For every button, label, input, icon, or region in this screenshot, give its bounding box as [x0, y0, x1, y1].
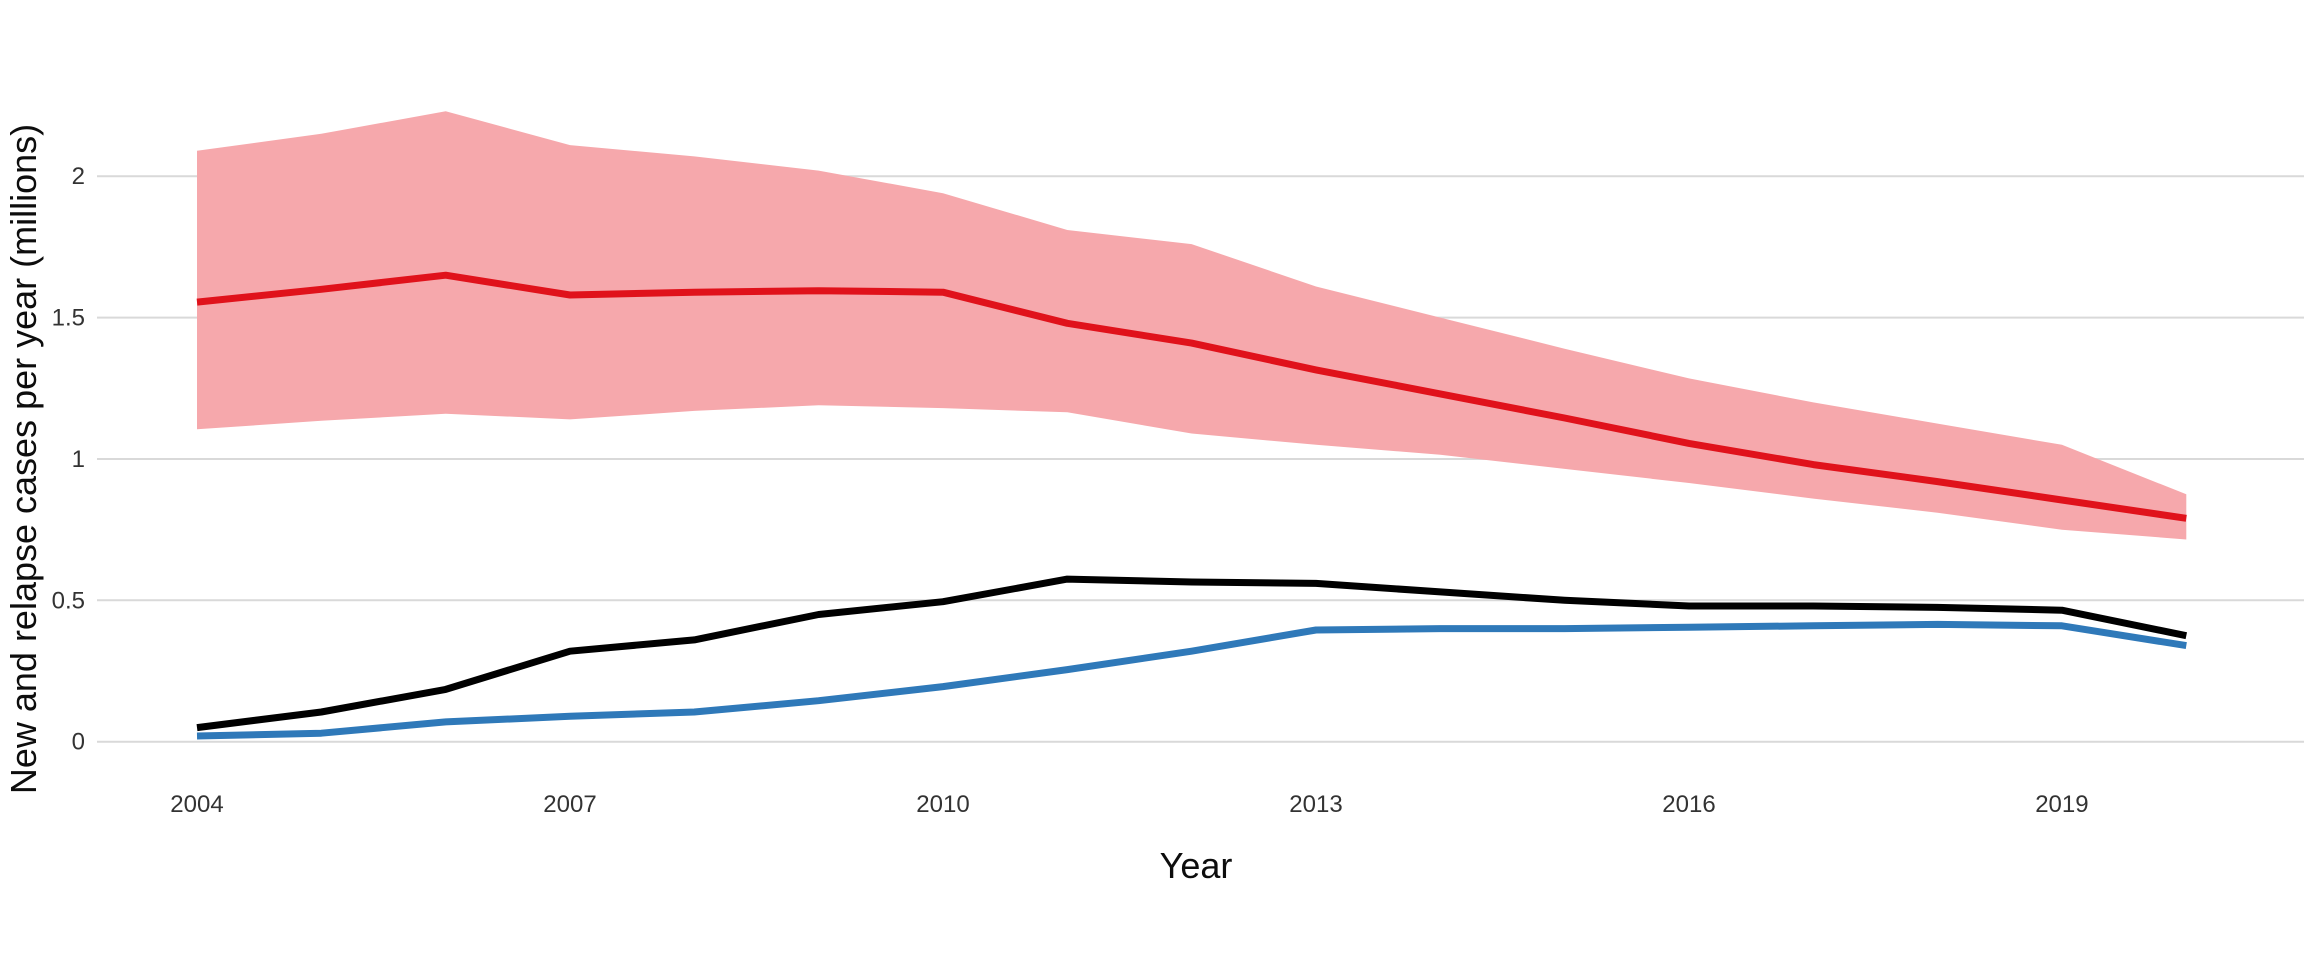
y-tick-label-1-5: 1.5	[52, 305, 85, 332]
x-axis-title: Year	[1160, 845, 1233, 886]
y-tick-label-0-5: 0.5	[52, 587, 85, 614]
x-tick-label-2019: 2019	[2035, 791, 2088, 818]
y-tick-labels-layer: 0 0.5 1 1.5 2	[52, 163, 85, 756]
x-tick-label-2016: 2016	[1662, 791, 1715, 818]
y-tick-label-2: 2	[72, 163, 85, 190]
x-tick-labels-layer: 2004 2007 2010 2013 2016 2019	[170, 791, 2088, 818]
y-tick-label-0: 0	[72, 729, 85, 756]
blue-line	[196, 620, 2187, 740]
y-axis-title: New and relapse cases per year (millions…	[3, 124, 44, 794]
y-tick-label-1: 1	[72, 446, 85, 473]
x-tick-label-2010: 2010	[916, 791, 969, 818]
series-lines-layer	[196, 271, 2188, 740]
red-line-uncertainty-band	[197, 111, 2187, 540]
x-tick-label-2007: 2007	[543, 791, 596, 818]
x-tick-label-2004: 2004	[170, 791, 223, 818]
red-estimate-line	[196, 271, 2187, 522]
black-line	[196, 575, 2188, 732]
x-tick-label-2013: 2013	[1289, 791, 1342, 818]
uncertainty-band-layer	[197, 111, 2187, 540]
